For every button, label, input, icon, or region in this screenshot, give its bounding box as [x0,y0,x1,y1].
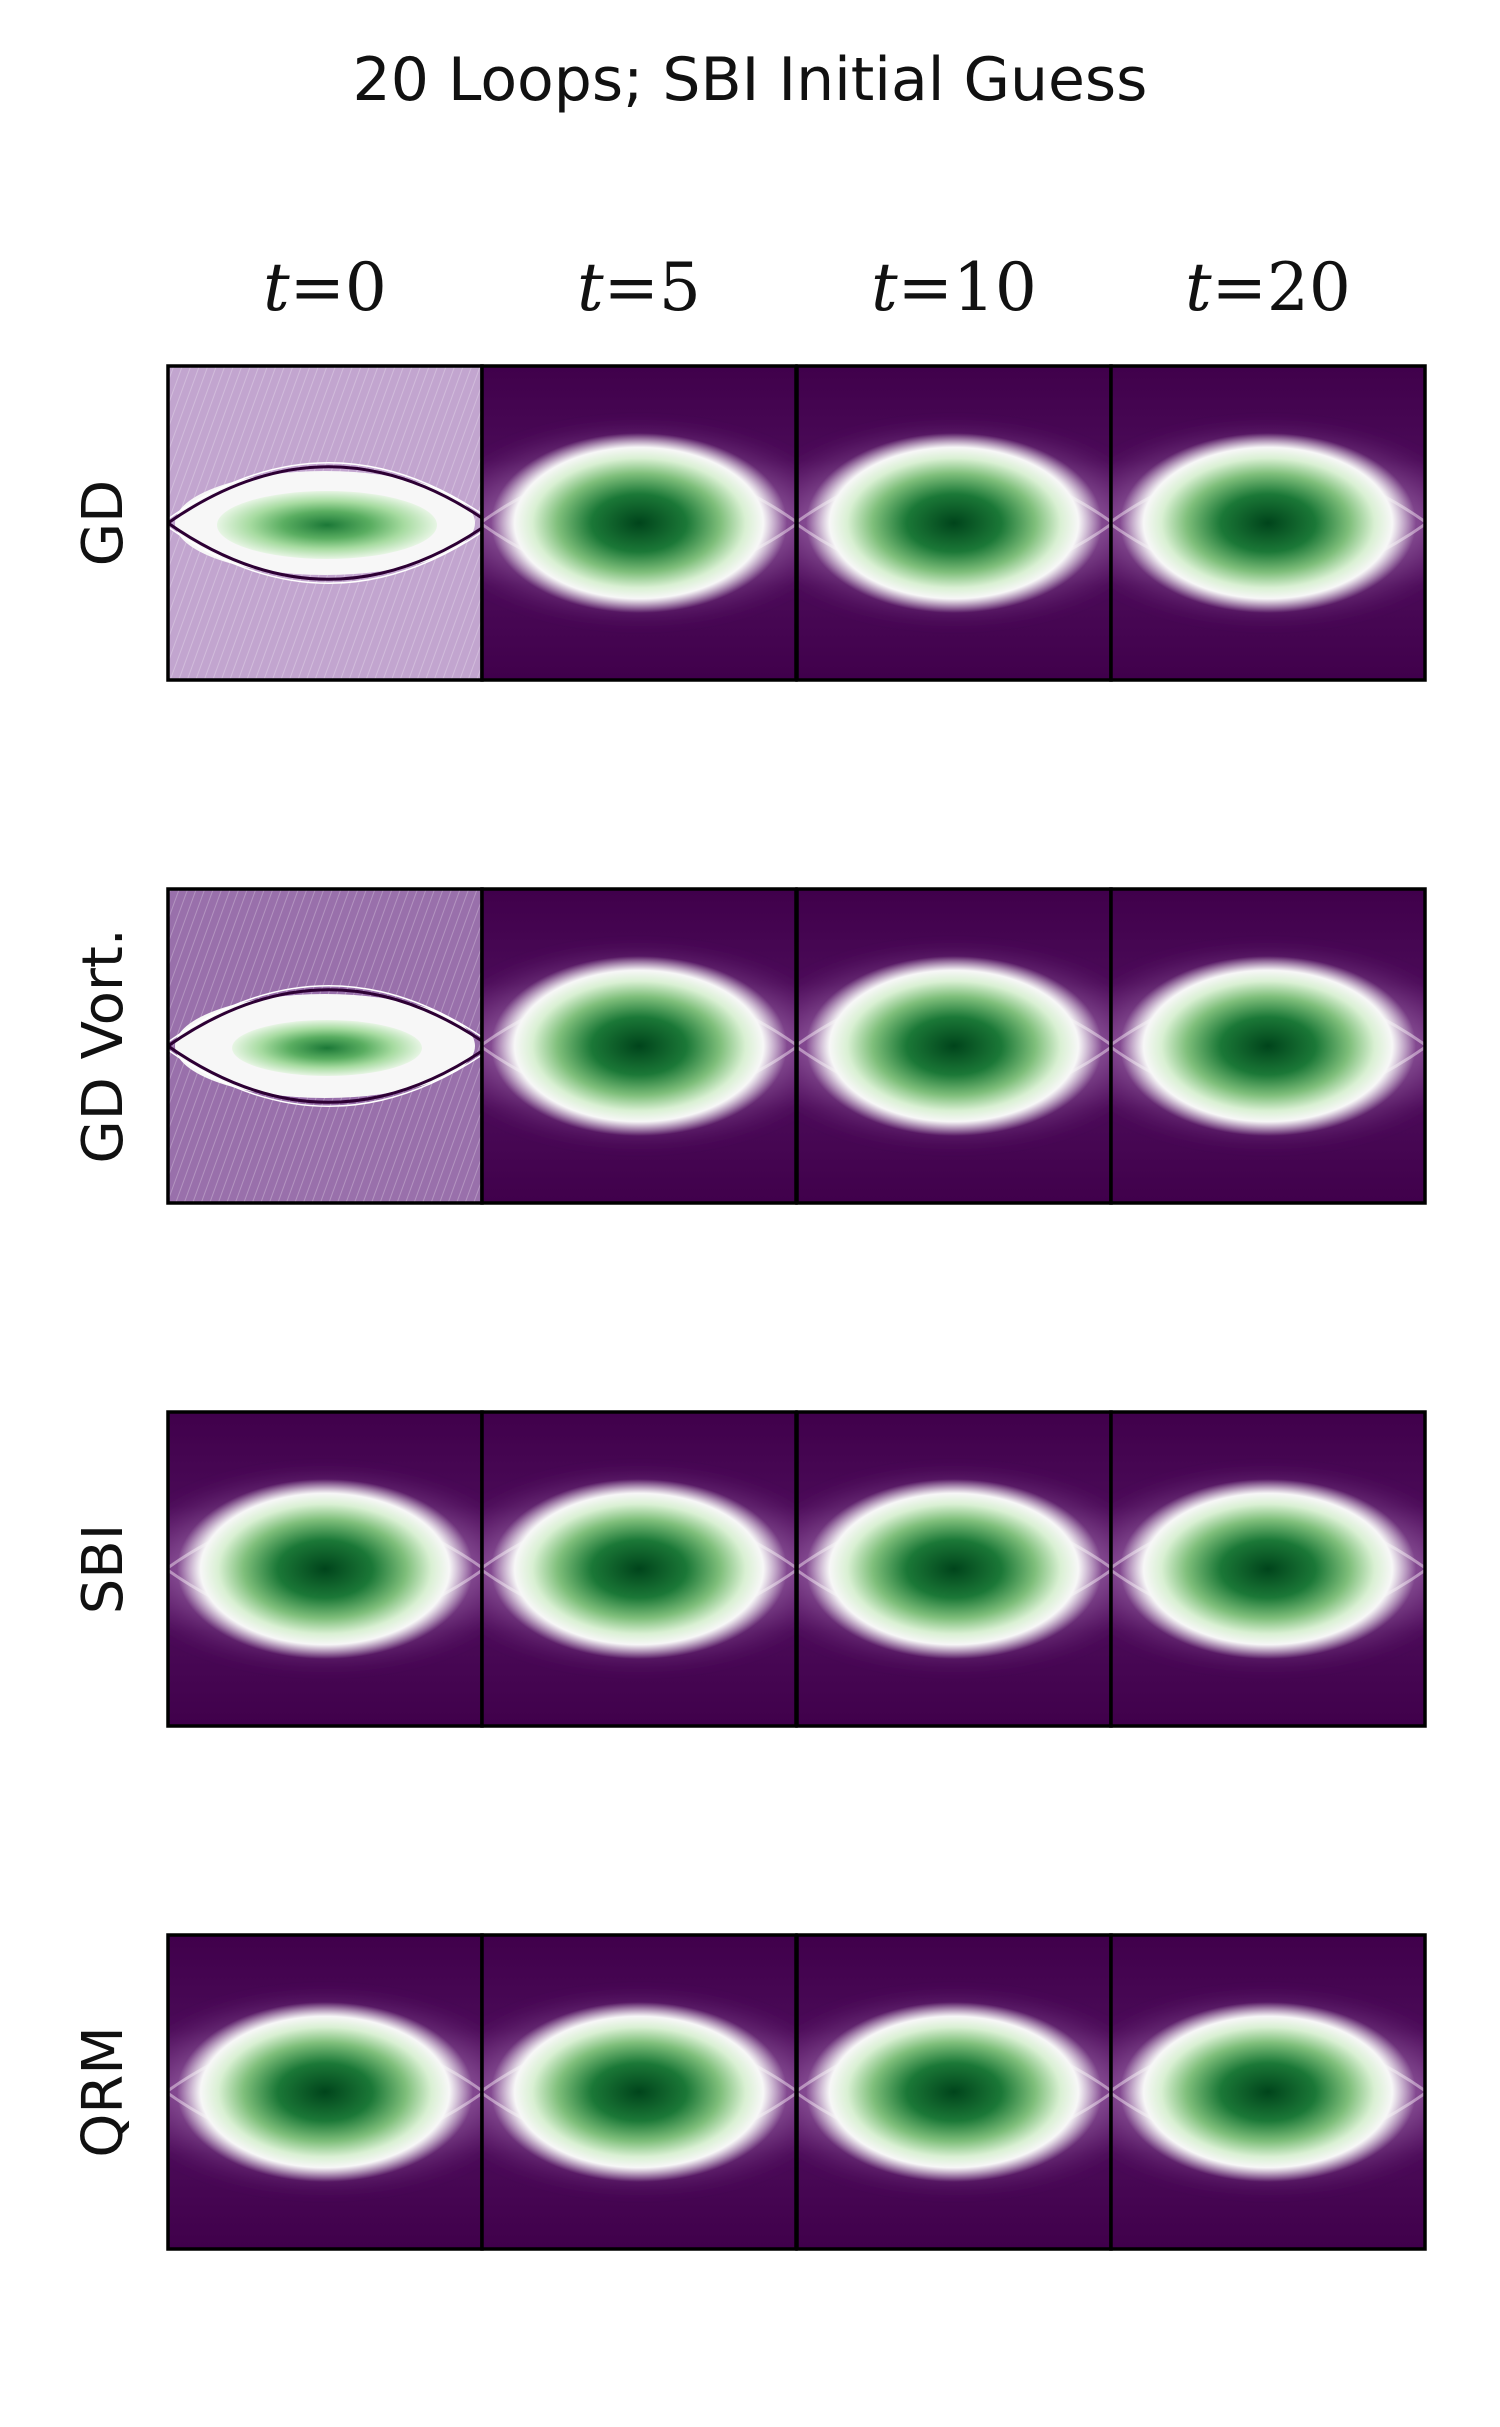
column-title-eq: = [1212,249,1267,326]
vortex-island [1120,433,1416,613]
panel-gd-vort-t20 [1109,887,1427,1205]
separatrix-lower-edge [168,1049,482,1107]
panel-gd-t20 [1109,364,1427,682]
separatrix-upper [168,988,482,1048]
vortex-island [806,2002,1102,2182]
column-title-var: t [1185,249,1212,326]
separatrix-upper [168,465,482,525]
panel-qrm-t0 [166,1933,484,2251]
panel-qrm-t10 [795,1933,1113,2251]
column-title-t5: t=5 [577,249,701,326]
island-core [217,491,437,559]
vortex-island [806,956,1102,1136]
column-title-eq: = [898,249,953,326]
panel-frame [1109,364,1427,682]
row-label-gd-vort: GD Vort. [71,928,136,1163]
panel-gd-t0 [166,364,484,682]
panel-frame [1109,1933,1427,2251]
separatrix-upper-edge [168,985,482,1043]
panel-qrm-t20 [1109,1933,1427,2251]
column-title-num: 20 [1267,249,1351,326]
panel-sbi-t5 [480,1410,798,1728]
panel-sbi-t0 [166,1410,484,1728]
panel-gd-vort-t10 [795,887,1113,1205]
separatrix-lower [168,521,482,581]
vortex-island [177,1479,473,1659]
column-title-t0: t=0 [263,249,387,326]
panel-gd-t5 [480,364,798,682]
row-label-gd: GD [71,480,136,567]
panel-grid [166,364,1427,2251]
panel-gd-vort-t0 [166,887,484,1205]
separatrix-lower [168,1044,482,1104]
vortex-island [806,1479,1102,1659]
island-core [232,1020,422,1076]
figure-title: 20 Loops; SBI Initial Guess [353,45,1148,115]
vortex-island [1120,956,1416,1136]
vortex-island [491,433,787,613]
vortex-island [1120,1479,1416,1659]
row-label-sbi: SBI [71,1524,136,1614]
panel-gd-vort-t5 [480,887,798,1205]
panel-sbi-t20 [1109,1410,1427,1728]
column-title-var: t [263,249,290,326]
row-labels: GD GD Vort. SBI QRM [71,480,136,2158]
separatrix-upper-edge [168,462,482,520]
vortex-island [1120,2002,1416,2182]
column-title-t20: t=20 [1185,249,1351,326]
panel-qrm-t5 [480,1933,798,2251]
column-title-eq: = [290,249,345,326]
panel-frame [1109,1410,1427,1728]
vortex-island [491,2002,787,2182]
column-titles: t=0 t=5 t=10 t=20 [263,249,1351,326]
column-title-t10: t=10 [871,249,1037,326]
row-label-qrm: QRM [71,2026,136,2157]
separatrix-lower-edge [168,526,482,584]
vortex-island [806,433,1102,613]
column-title-num: 5 [659,249,701,326]
vortex-island [491,956,787,1136]
vortex-island [491,1479,787,1659]
column-title-num: 0 [345,249,387,326]
column-title-var: t [871,249,898,326]
column-title-eq: = [604,249,659,326]
vortex-island [177,2002,473,2182]
column-title-num: 10 [953,249,1037,326]
panel-sbi-t10 [795,1410,1113,1728]
panel-gd-t10 [795,364,1113,682]
panel-frame [1109,887,1427,1205]
column-title-var: t [577,249,604,326]
